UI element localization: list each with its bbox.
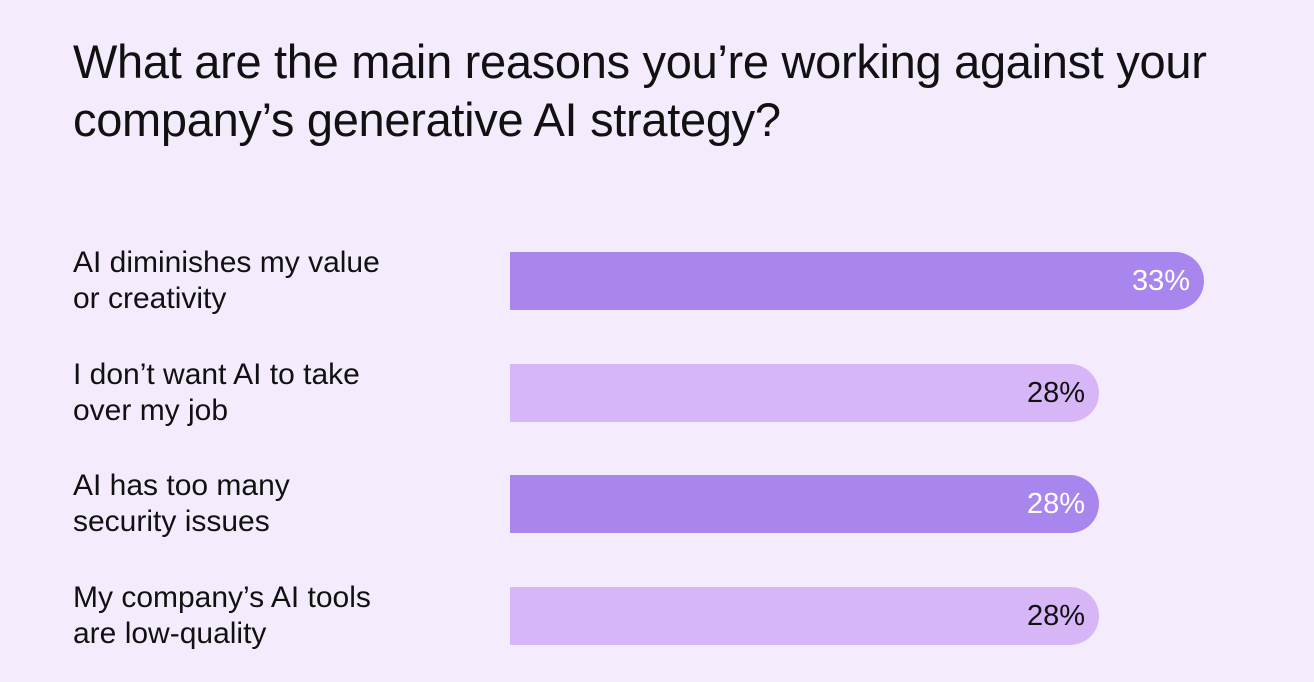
- category-label-line: over my job: [73, 393, 229, 427]
- category-label-line: AI diminishes my value: [73, 246, 380, 279]
- category-label-line: are low-quality: [73, 616, 267, 650]
- category-label-line: or creativity: [73, 282, 227, 315]
- bar: 28%: [510, 363, 1099, 422]
- bar-value-label: 33%: [1131, 265, 1190, 297]
- category-label: AI has too many security issues: [73, 468, 493, 540]
- bar-value-label: 28%: [1026, 599, 1085, 632]
- category-label: I don’t want AI to take over my job: [73, 357, 493, 429]
- bar-value-label: 28%: [1026, 488, 1085, 520]
- category-label-line: security issues: [73, 505, 270, 538]
- category-label: My company’s AI tools are low-quality: [73, 580, 493, 652]
- bar: 28%: [510, 475, 1099, 533]
- bar: 28%: [510, 586, 1099, 645]
- bar-value-label: 28%: [1026, 376, 1085, 409]
- bar: 33%: [510, 252, 1204, 310]
- category-label-line: My company’s AI tools: [73, 580, 371, 614]
- category-label-line: AI has too many: [73, 469, 290, 502]
- category-label: AI diminishes my value or creativity: [73, 245, 493, 317]
- chart-title: What are the main reasons you’re working…: [73, 35, 1207, 146]
- category-label-line: I don’t want AI to take: [73, 357, 360, 391]
